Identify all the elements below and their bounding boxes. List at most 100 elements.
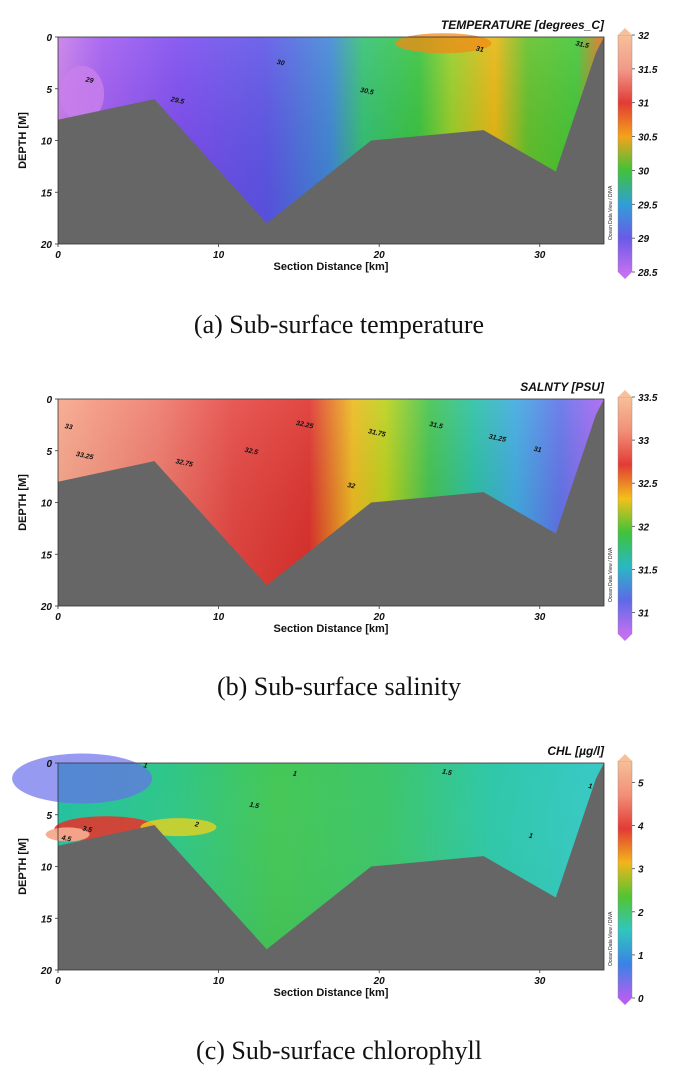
contour-label: 31.5 — [575, 40, 590, 50]
contour-label: 3.5 — [82, 825, 93, 834]
temperature-panel: TEMPERATURE [degrees_C] 29 29.5 30 30.5 31 31.… — [0, 0, 678, 352]
x-axis-label: Section Distance [km] — [274, 623, 389, 635]
seafloor — [58, 399, 604, 606]
y-tick-label: 15 — [41, 550, 53, 561]
colorbar-tick-label: 32 — [638, 31, 650, 42]
y-tick-label: 20 — [40, 240, 53, 251]
colorbar — [617, 34, 633, 273]
colorbar-cap-bottom — [618, 998, 632, 1005]
x-tick-label: 30 — [534, 612, 546, 623]
chlorophyll-caption: (c) Sub-surface chlorophyll — [196, 1036, 482, 1065]
contour-label: 31.5 — [429, 421, 444, 431]
contour-label: 31.75 — [368, 428, 387, 439]
y-tick-label: 0 — [46, 33, 52, 44]
contour-label: 32 — [347, 482, 356, 490]
contour-label: 1 — [292, 771, 297, 779]
colorbar-cap-bottom — [618, 634, 632, 641]
colorbar-tick-label: 29.5 — [637, 200, 658, 211]
contour-label: 29.5 — [169, 96, 185, 106]
colorbar-tick-label: 30.5 — [638, 133, 658, 144]
contour-label: 1.5 — [441, 768, 452, 777]
contour-label: 31 — [475, 46, 484, 54]
colorbar-cap-top — [618, 754, 632, 761]
max-chl-core — [45, 827, 90, 842]
colorbar-tick-label: 32.5 — [638, 479, 658, 490]
colorbar-tick-label: 33.5 — [638, 393, 658, 404]
contour-label: 33.25 — [75, 451, 94, 462]
y-tick-label: 20 — [40, 602, 53, 613]
colorbar-tick-label: 29 — [637, 234, 650, 245]
contour-label: 1 — [143, 762, 148, 770]
x-axis-label: Section Distance [km] — [274, 987, 389, 999]
contour-label: 32.5 — [244, 447, 259, 457]
y-tick-label: 10 — [41, 137, 53, 148]
contour-label: 1 — [528, 833, 533, 841]
odv-credit: Ocean Data View / DIVA — [608, 547, 614, 602]
contour-label: 1.5 — [249, 802, 260, 811]
temperature-chart: TEMPERATURE [degrees_C] 29 29.5 30 30.5 31 31.… — [17, 18, 658, 279]
warm-core — [395, 33, 492, 54]
x-tick-label: 0 — [55, 250, 61, 261]
colorbar — [617, 760, 633, 999]
chart-title: CHL [µg/l] — [547, 744, 605, 758]
colorbar-cap-top — [618, 390, 632, 397]
contour-label: 31.25 — [488, 433, 507, 444]
colorbar-tick-label: 2 — [637, 908, 644, 919]
chart-title: TEMPERATURE [degrees_C] — [441, 18, 605, 32]
colorbar-tick-label: 33 — [638, 436, 650, 447]
x-tick-label: 20 — [373, 976, 386, 987]
x-axis-label: Section Distance [km] — [274, 261, 389, 273]
contour-label: 30.5 — [359, 87, 374, 97]
colorbar-tick-label: 30 — [638, 166, 650, 177]
colorbar-tick-label: 28.5 — [637, 268, 658, 279]
temperature-caption: (a) Sub-surface temperature — [193, 310, 485, 339]
contour-label: 33 — [64, 423, 73, 431]
contour-label: 4.5 — [60, 834, 72, 843]
x-tick-label: 0 — [55, 976, 61, 987]
colorbar-tick-label: 3 — [638, 865, 644, 876]
chart-title: SALNTY [PSU] — [520, 380, 605, 394]
x-tick-label: 30 — [534, 976, 546, 987]
seafloor — [58, 763, 604, 970]
salinity-chart: SALNTY [PSU] 33 33.25 32.75 32.5 32.25 31.75 32… — [17, 380, 658, 641]
y-tick-label: 10 — [41, 499, 53, 510]
y-tick-label: 5 — [46, 811, 52, 822]
colorbar — [617, 396, 633, 635]
y-tick-label: 0 — [46, 395, 52, 406]
x-tick-label: 30 — [534, 250, 546, 261]
x-tick-label: 20 — [373, 612, 386, 623]
x-tick-label: 10 — [213, 976, 225, 987]
chlorophyll-panel: CHL [µg/l] 1 1 1.5 1.5 2 3.5 4.5 1 1 0 5 10 15 20 0 10 20… — [0, 726, 678, 1078]
y-tick-label: 20 — [40, 966, 53, 977]
salinity-caption: (b) Sub-surface salinity — [216, 672, 462, 701]
colorbar-tick-label: 31.5 — [638, 65, 658, 76]
contour-label: 32.25 — [295, 420, 314, 431]
contour-label: 31 — [533, 446, 542, 454]
contour-label: 2 — [193, 821, 199, 829]
colorbar-tick-label: 5 — [638, 779, 644, 790]
y-tick-label: 10 — [41, 863, 53, 874]
y-axis-label: DEPTH [M] — [17, 474, 29, 531]
x-tick-label: 10 — [213, 250, 225, 261]
odv-credit: Ocean Data View / DIVA — [608, 185, 614, 240]
y-tick-label: 15 — [41, 188, 53, 199]
contour-label: 1 — [588, 783, 593, 791]
x-tick-label: 10 — [213, 612, 225, 623]
colorbar-tick-label: 31.5 — [638, 565, 658, 576]
colorbar-tick-label: 31 — [638, 99, 650, 110]
colorbar-tick-label: 31 — [638, 608, 650, 619]
low-chl-patch — [12, 753, 153, 804]
colorbar-cap-top — [618, 28, 632, 35]
seafloor — [58, 37, 604, 244]
cool-core — [60, 65, 105, 122]
y-tick-label: 0 — [46, 759, 52, 770]
colorbar-tick-label: 32 — [638, 522, 650, 533]
contour-label: 29 — [84, 76, 94, 85]
colorbar-tick-label: 4 — [637, 822, 644, 833]
y-tick-label: 5 — [46, 447, 52, 458]
contour-label: 30 — [276, 59, 285, 67]
y-tick-label: 5 — [46, 85, 52, 96]
contour-label: 32.75 — [175, 458, 194, 469]
colorbar-tick-label: 0 — [638, 994, 644, 1005]
